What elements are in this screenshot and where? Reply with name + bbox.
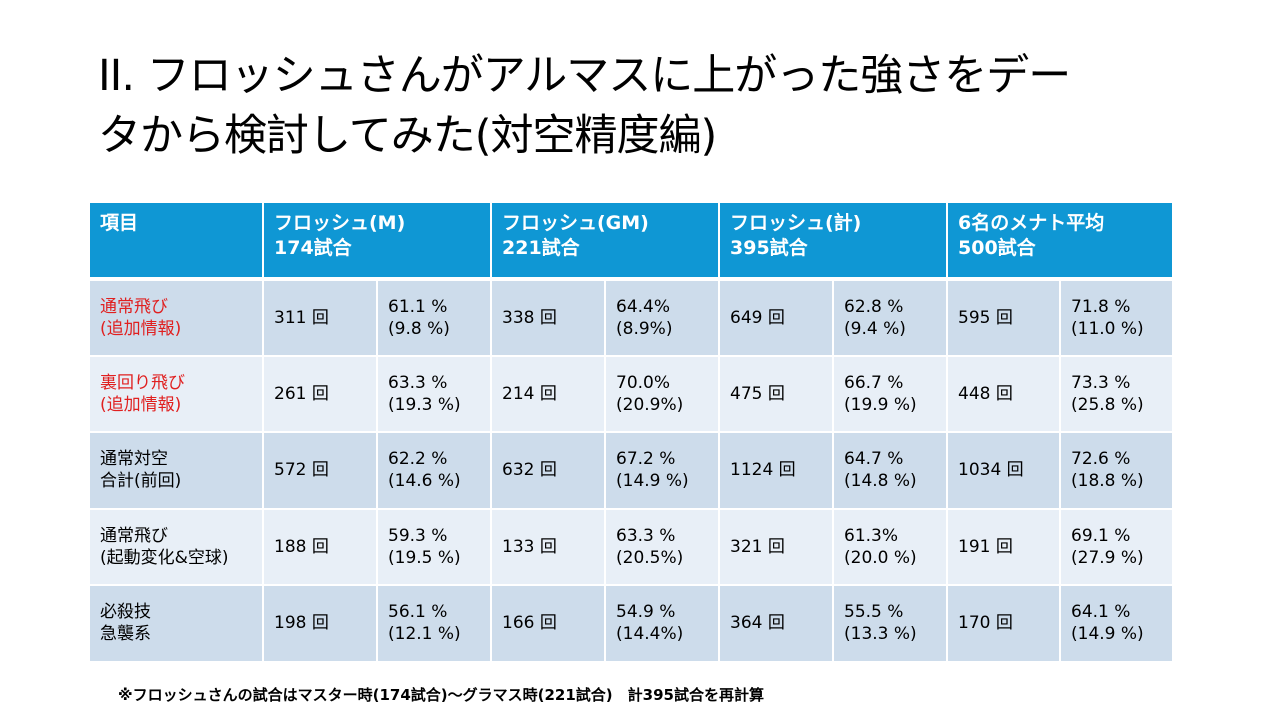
percent-cell: 61.1 % (9.8 %) xyxy=(376,278,492,357)
percent-cell: 70.0% (20.9%) xyxy=(604,354,720,433)
percent-cell: 55.5 % (13.3 %) xyxy=(832,584,948,663)
percent-cell: 66.7 % (19.9 %) xyxy=(832,354,948,433)
percent-cell: 62.8 % (9.4 %) xyxy=(832,278,948,357)
count-cell: 191 回 xyxy=(946,507,1061,586)
percent-cell: 62.2 % (14.6 %) xyxy=(376,431,492,510)
count-cell: 572 回 xyxy=(262,431,378,510)
count-cell: 198 回 xyxy=(262,584,378,663)
count-cell: 448 回 xyxy=(946,354,1061,433)
row-label: 裏回り飛び (追加情報) xyxy=(88,354,264,433)
percent-cell: 61.3% (20.0 %) xyxy=(832,507,948,586)
header-froshu-total: フロッシュ(計) 395試合 xyxy=(718,201,948,281)
table-row: 通常飛び (追加情報) 311 回 61.1 % (9.8 %) 338 回 64.4% (8… xyxy=(88,278,1175,357)
percent-cell: 73.3 % (25.8 %) xyxy=(1058,354,1175,433)
count-cell: 632 回 xyxy=(490,431,606,510)
count-cell: 338 回 xyxy=(490,278,606,357)
count-cell: 261 回 xyxy=(262,354,378,433)
count-cell: 475 回 xyxy=(718,354,834,433)
percent-cell: 69.1 % (27.9 %) xyxy=(1058,507,1175,586)
count-cell: 364 回 xyxy=(718,584,834,663)
count-cell: 1124 回 xyxy=(718,431,834,510)
percent-cell: 64.4% (8.9%) xyxy=(604,278,720,357)
percent-cell: 64.7 % (14.8 %) xyxy=(832,431,948,510)
table-row: 通常飛び (起動変化&空球) 188 回 59.3 % (19.5 %) 133 回 63.… xyxy=(88,507,1175,586)
count-cell: 133 回 xyxy=(490,507,606,586)
header-froshu-m: フロッシュ(M) 174試合 xyxy=(262,201,492,281)
title-line-2: タから検討してみた(対空精度編) xyxy=(98,111,717,161)
percent-cell: 67.2 % (14.9 %) xyxy=(604,431,720,510)
percent-cell: 54.9 % (14.4%) xyxy=(604,584,720,663)
footnote: ※フロッシュさんの試合はマスター時(174試合)～グラマス時(221試合) 計3… xyxy=(118,686,764,704)
header-froshu-gm: フロッシュ(GM) 221試合 xyxy=(490,201,720,281)
header-item: 項目 xyxy=(88,201,264,281)
count-cell: 595 回 xyxy=(946,278,1061,357)
slide-title: II. フロッシュさんがアルマスに上がった強さをデー タから検討してみた(対空精… xyxy=(98,46,1218,166)
table-header-row: 項目 フロッシュ(M) 174試合 フロッシュ(GM) 221試合 フロッシュ(… xyxy=(88,201,1175,281)
row-label: 通常飛び (追加情報) xyxy=(88,278,264,357)
count-cell: 649 回 xyxy=(718,278,834,357)
percent-cell: 63.3 % (19.3 %) xyxy=(376,354,492,433)
anti-air-accuracy-table: 項目 フロッシュ(M) 174試合 フロッシュ(GM) 221試合 フロッシュ(… xyxy=(88,201,1175,663)
header-menat-average: 6名のメナト平均 500試合 xyxy=(945,201,1175,281)
table-row: 通常対空 合計(前回) 572 回 62.2 % (14.6 %) 632 回 67.2 %… xyxy=(88,431,1175,510)
percent-cell: 59.3 % (19.5 %) xyxy=(376,507,492,586)
percent-cell: 56.1 % (12.1 %) xyxy=(376,584,492,663)
count-cell: 188 回 xyxy=(262,507,378,586)
percent-cell: 72.6 % (18.8 %) xyxy=(1058,431,1175,510)
percent-cell: 71.8 % (11.0 %) xyxy=(1058,278,1175,357)
count-cell: 321 回 xyxy=(718,507,834,586)
count-cell: 1034 回 xyxy=(946,431,1061,510)
row-label: 通常飛び (起動変化&空球) xyxy=(88,507,264,586)
count-cell: 166 回 xyxy=(490,584,606,663)
count-cell: 311 回 xyxy=(262,278,378,357)
row-label: 通常対空 合計(前回) xyxy=(88,431,264,510)
table-row: 必殺技 急襲系 198 回 56.1 % (12.1 %) 166 回 54.9 % (14.… xyxy=(88,584,1175,663)
count-cell: 214 回 xyxy=(490,354,606,433)
percent-cell: 63.3 % (20.5%) xyxy=(604,507,720,586)
percent-cell: 64.1 % (14.9 %) xyxy=(1058,584,1175,663)
row-label: 必殺技 急襲系 xyxy=(88,584,264,663)
title-line-1: II. フロッシュさんがアルマスに上がった強さをデー xyxy=(98,51,1071,101)
count-cell: 170 回 xyxy=(946,584,1061,663)
table-row: 裏回り飛び (追加情報) 261 回 63.3 % (19.3 %) 214 回 70.0%… xyxy=(88,354,1175,433)
